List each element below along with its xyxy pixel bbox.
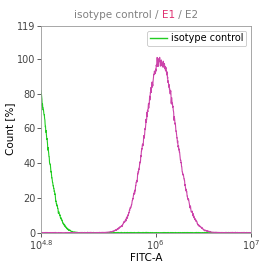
Legend: isotype control: isotype control: [147, 31, 247, 46]
Y-axis label: Count [%]: Count [%]: [6, 103, 15, 155]
Text: isotype control /: isotype control /: [74, 10, 162, 20]
Text: E2: E2: [185, 10, 198, 20]
Text: E1: E1: [162, 10, 175, 20]
Text: /: /: [175, 10, 185, 20]
X-axis label: FITC-A: FITC-A: [130, 253, 162, 263]
